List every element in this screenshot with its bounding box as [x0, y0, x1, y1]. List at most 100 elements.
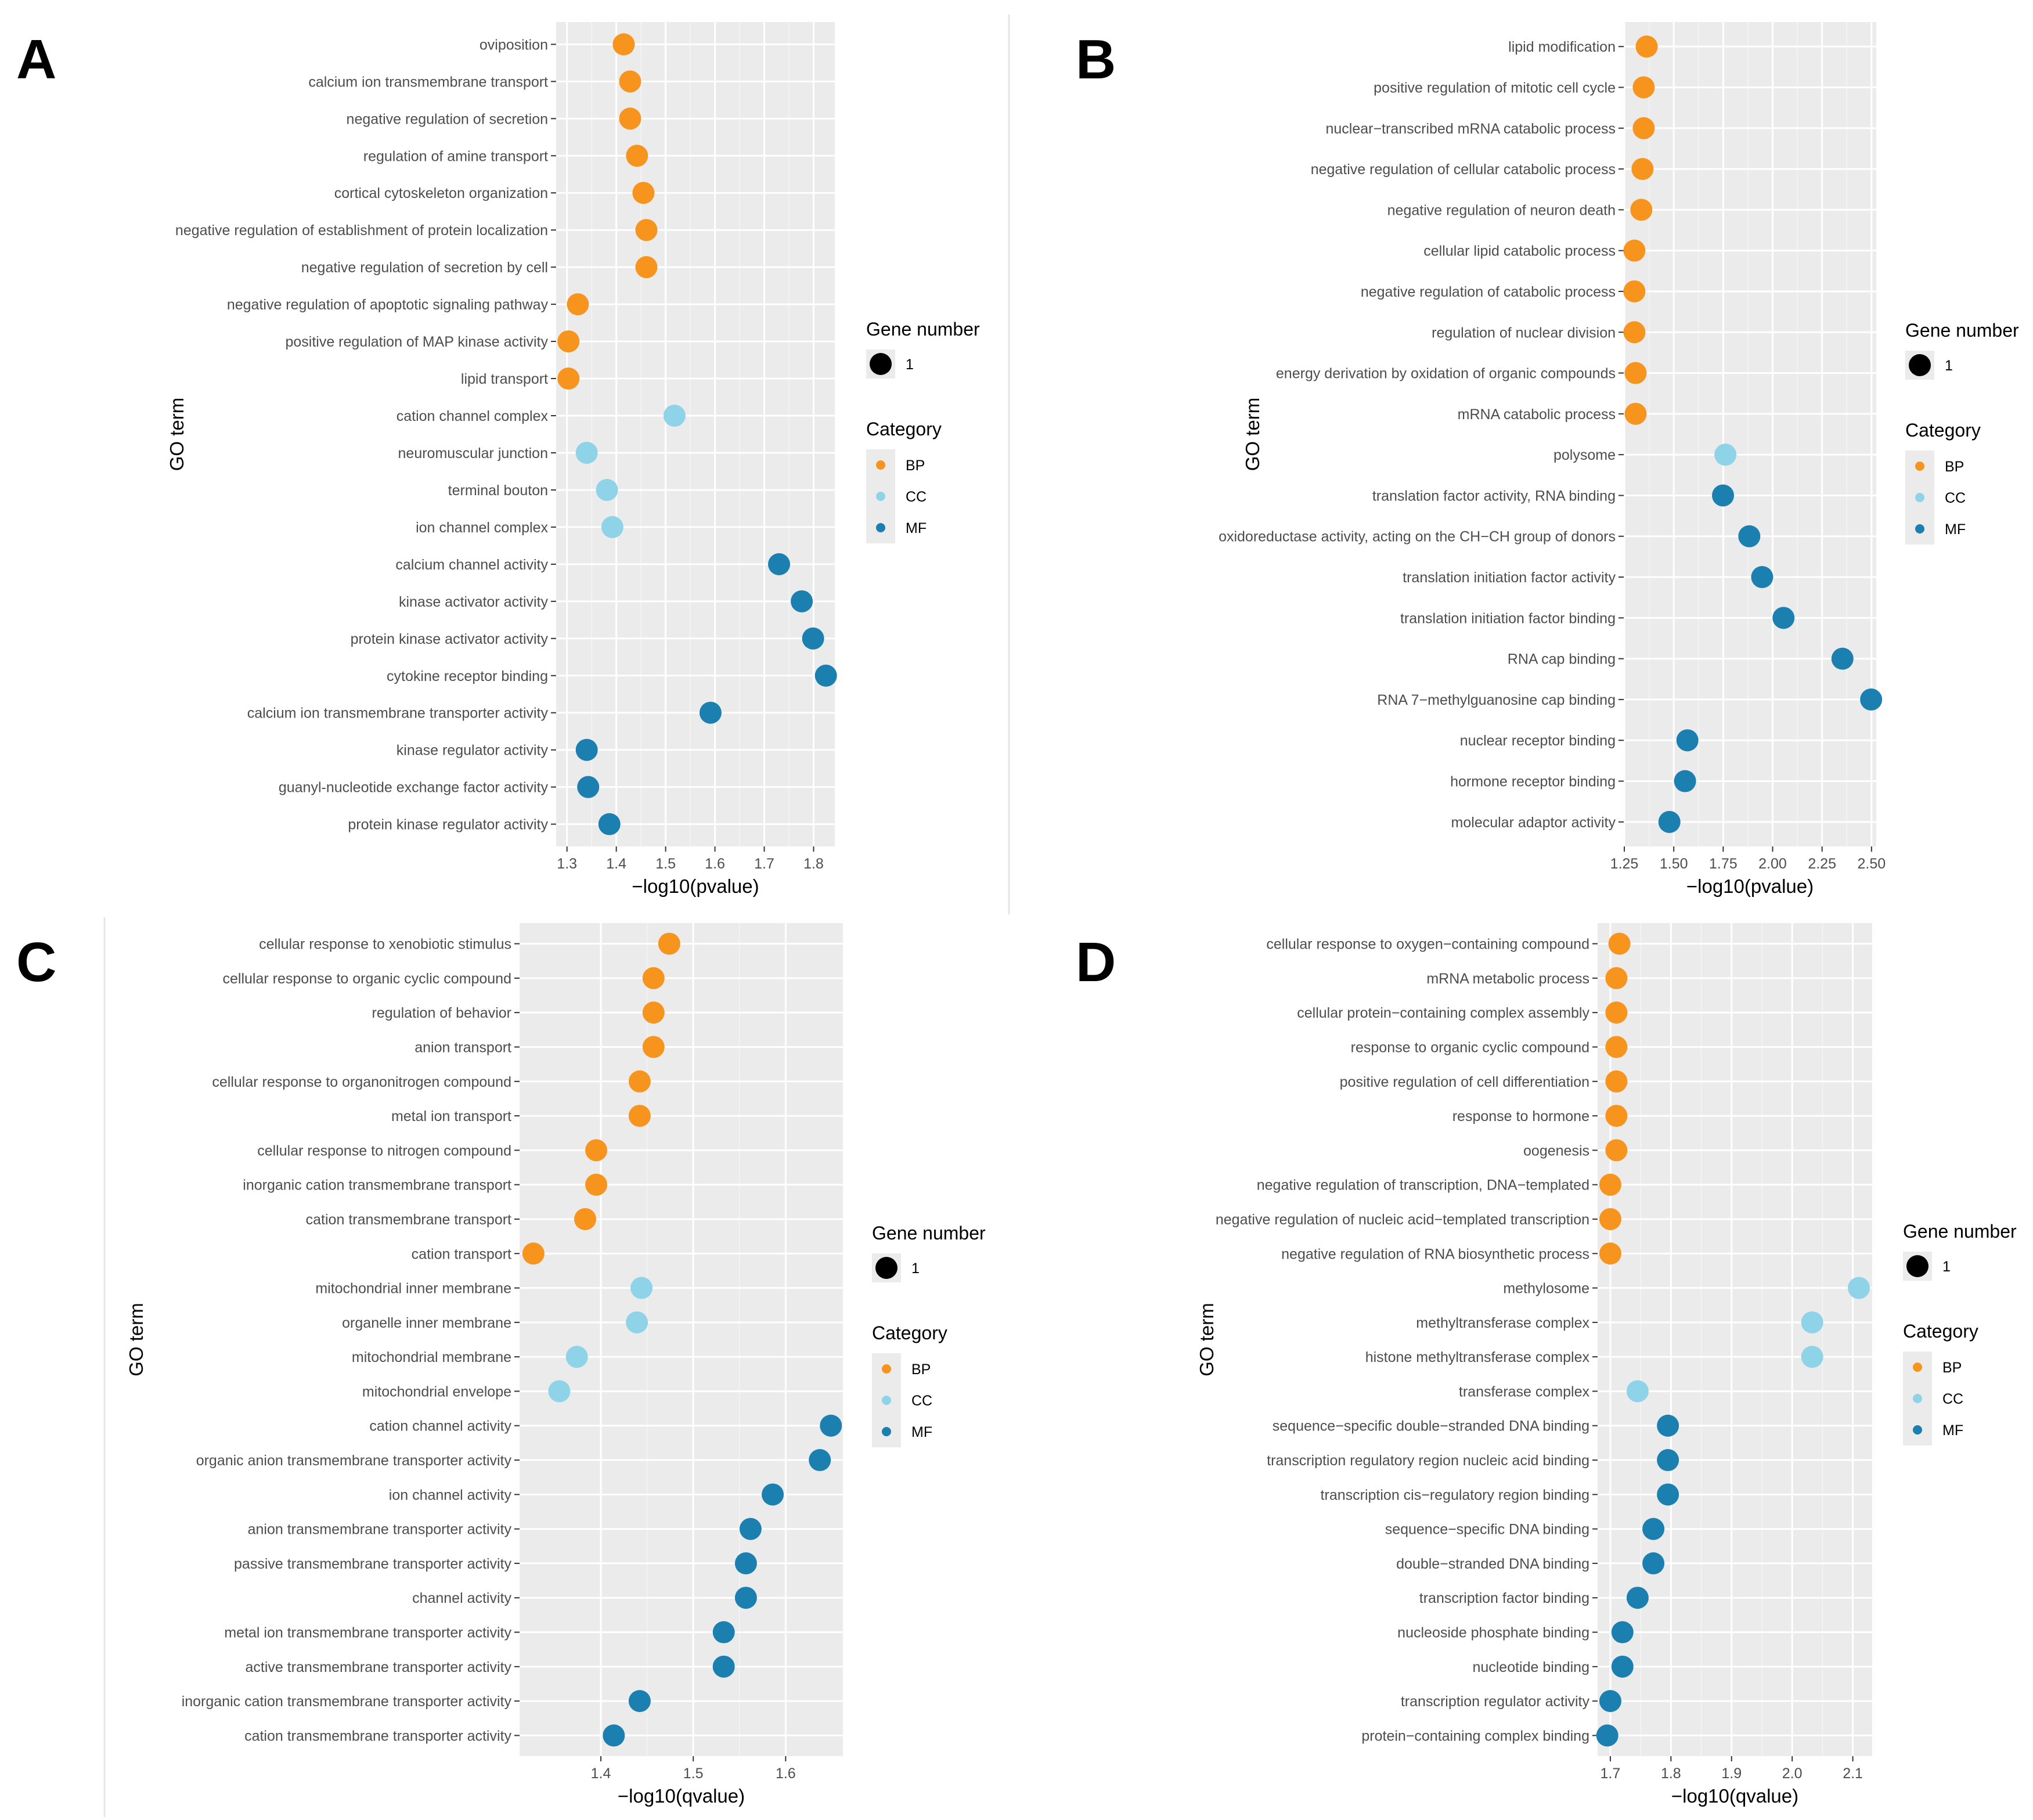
x-axis-title: −log10(qvalue) — [618, 1785, 745, 1807]
y-tick-label-inorganic-cation-transmembrane-transporter-activit: inorganic cation transmembrane transport… — [182, 1693, 512, 1710]
y-tick-label-sequence-specific-double-stranded-dna-binding: sequence−specific double−stranded DNA bi… — [1273, 1418, 1589, 1435]
y-tick-label-passive-transmembrane-transporter-activity: passive transmembrane transporter activi… — [234, 1556, 511, 1572]
y-tick-label-terminal-bouton: terminal bouton — [448, 482, 548, 499]
y-tick-label-lipid-modification: lipid modification — [1508, 39, 1616, 55]
point-ion-channel-activity — [762, 1483, 784, 1506]
y-tick-label-negative-regulation-of-transcription-dna-templated: negative regulation of transcription, DN… — [1257, 1177, 1589, 1194]
legend-category-title: Category — [872, 1322, 947, 1343]
y-tick-label-energy-derivation-by-oxidation-of-organic-compound: energy derivation by oxidation of organi… — [1276, 366, 1616, 382]
y-tick-label-anion-transmembrane-transporter-activity: anion transmembrane transporter activity — [248, 1522, 512, 1538]
point-negative-regulation-of-secretion-by-cell — [635, 256, 658, 279]
x-tick-label: 1.25 — [1610, 856, 1639, 872]
legend-size-title: Gene number — [872, 1223, 986, 1244]
point-metal-ion-transport — [628, 1105, 651, 1127]
point-oviposition — [612, 33, 635, 56]
point-negative-regulation-of-establishment-of-protein-lo — [635, 219, 658, 242]
point-nuclear-transcribed-mrna-catabolic-process — [1632, 117, 1655, 139]
legend-dot-mf — [876, 523, 885, 532]
y-tick-label-rna-cap-binding: RNA cap binding — [1508, 651, 1616, 668]
legend-label-cc: CC — [1945, 490, 1966, 506]
y-tick-label-hormone-receptor-binding: hormone receptor binding — [1450, 774, 1616, 790]
y-tick-label-positive-regulation-of-cell-differentiation: positive regulation of cell differentiat… — [1340, 1074, 1589, 1090]
point-regulation-of-behavior — [642, 1001, 665, 1024]
point-transcription-regulatory-region-nucleic-acid-bindi — [1657, 1449, 1679, 1472]
point-lipid-transport — [557, 367, 580, 390]
y-tick-label-metal-ion-transport: metal ion transport — [391, 1108, 511, 1125]
point-regulation-of-amine-transport — [626, 145, 648, 167]
point-cation-channel-activity — [820, 1414, 842, 1437]
point-kinase-activator-activity — [791, 590, 813, 612]
y-tick-label-negative-regulation-of-cellular-catabolic-process: negative regulation of cellular cataboli… — [1311, 161, 1616, 178]
y-tick-label-methyltransferase-complex: methyltransferase complex — [1416, 1315, 1589, 1331]
point-negative-regulation-of-cellular-catabolic-process — [1631, 158, 1654, 181]
point-protein-kinase-regulator-activity — [598, 813, 621, 835]
y-tick-label-calcium-ion-transmembrane-transport: calcium ion transmembrane transport — [308, 74, 548, 90]
y-tick-label-cellular-protein-containing-complex-assembly: cellular protein−containing complex asse… — [1297, 1005, 1589, 1021]
point-positive-regulation-of-map-kinase-activity — [557, 330, 580, 353]
y-tick-label-nuclear-receptor-binding: nuclear receptor binding — [1460, 733, 1616, 749]
x-axis-title: −log10(pvalue) — [632, 875, 759, 897]
y-tick-label-inorganic-cation-transmembrane-transport: inorganic cation transmembrane transport — [243, 1177, 511, 1194]
y-tick-label-transferase-complex: transferase complex — [1459, 1383, 1590, 1400]
x-tick-label: 2.50 — [1857, 856, 1886, 872]
y-tick-label-ion-channel-activity: ion channel activity — [389, 1487, 512, 1503]
point-transcription-regulator-activity — [1599, 1690, 1621, 1713]
x-tick-label: 1.5 — [655, 856, 676, 872]
point-negative-regulation-of-rna-biosynthetic-process — [1599, 1242, 1621, 1265]
x-tick-label: 2.0 — [1782, 1765, 1803, 1782]
y-tick-label-neuromuscular-junction: neuromuscular junction — [398, 445, 548, 462]
point-cellular-lipid-catabolic-process — [1623, 239, 1646, 262]
y-tick-label-calcium-channel-activity: calcium channel activity — [395, 557, 548, 573]
y-tick-label-histone-methyltransferase-complex: histone methyltransferase complex — [1365, 1349, 1590, 1365]
point-cellular-response-to-organonitrogen-compound — [628, 1070, 651, 1093]
point-cation-channel-complex — [663, 405, 686, 427]
y-tick-label-guanyl-nucleotide-exchange-factor-activity: guanyl-nucleotide exchange factor activi… — [279, 780, 549, 796]
point-response-to-hormone — [1605, 1105, 1628, 1127]
y-tick-label-negative-regulation-of-secretion: negative regulation of secretion — [347, 111, 548, 127]
y-tick-label-cytokine-receptor-binding: cytokine receptor binding — [387, 668, 548, 684]
y-tick-label-nucleotide-binding: nucleotide binding — [1472, 1659, 1589, 1675]
y-tick-label-anion-transport: anion transport — [414, 1039, 511, 1055]
y-tick-label-mitochondrial-membrane: mitochondrial membrane — [352, 1349, 511, 1365]
point-nucleoside-phosphate-binding — [1611, 1621, 1634, 1644]
legend-size-title: Gene number — [1903, 1221, 2017, 1242]
point-nuclear-receptor-binding — [1676, 729, 1699, 752]
legend-dot-bp — [882, 1364, 891, 1374]
y-tick-label-regulation-of-amine-transport: regulation of amine transport — [363, 148, 548, 164]
legend-size-label: 1 — [906, 356, 914, 373]
point-cortical-cytoskeleton-organization — [632, 182, 655, 204]
x-tick-label: 1.5 — [683, 1765, 704, 1782]
y-tick-label-oxidoreductase-activity-acting-on-the-ch-ch-group-: oxidoreductase activity, acting on the C… — [1219, 529, 1616, 545]
y-tick-label-channel-activity: channel activity — [412, 1590, 511, 1606]
y-tick-label-positive-regulation-of-map-kinase-activity: positive regulation of MAP kinase activi… — [285, 334, 548, 350]
x-tick-label: 1.8 — [1661, 1765, 1681, 1782]
y-tick-label-negative-regulation-of-catabolic-process: negative regulation of catabolic process — [1361, 284, 1616, 300]
point-cellular-response-to-xenobiotic-stimulus — [658, 932, 680, 955]
y-tick-label-translation-initiation-factor-binding: translation initiation factor binding — [1400, 610, 1616, 626]
point-cytokine-receptor-binding — [814, 664, 837, 687]
y-tick-label-metal-ion-transmembrane-transporter-activity: metal ion transmembrane transporter acti… — [224, 1625, 511, 1641]
point-energy-derivation-by-oxidation-of-organic-compound — [1624, 362, 1647, 384]
point-polysome — [1714, 444, 1737, 466]
point-positive-regulation-of-mitotic-cell-cycle — [1632, 76, 1655, 99]
plot-background — [1598, 923, 1872, 1756]
y-tick-label-ion-channel-complex: ion channel complex — [416, 520, 548, 536]
legend-size-title: Gene number — [866, 319, 980, 340]
legend-size-label: 1 — [911, 1260, 920, 1277]
y-tick-label-cellular-response-to-oxygen-containing-compound: cellular response to oxygen−containing c… — [1266, 936, 1589, 953]
point-cellular-response-to-oxygen-containing-compound — [1608, 932, 1631, 955]
point-anion-transport — [642, 1036, 665, 1058]
y-tick-label-organelle-inner-membrane: organelle inner membrane — [342, 1315, 511, 1331]
legend-label-cc: CC — [1942, 1391, 1963, 1407]
point-translation-initiation-factor-activity — [1751, 566, 1774, 589]
y-tick-label-response-to-organic-cyclic-compound: response to organic cyclic compound — [1351, 1039, 1589, 1055]
legend-size-dot — [1909, 354, 1931, 376]
point-oxidoreductase-activity-acting-on-the-ch-ch-group- — [1738, 525, 1761, 547]
point-lipid-modification — [1635, 35, 1658, 58]
y-tick-label-molecular-adaptor-activity: molecular adaptor activity — [1451, 815, 1616, 831]
legend-size-dot — [875, 1257, 897, 1279]
y-tick-label-cation-transmembrane-transporter-activity: cation transmembrane transporter activit… — [244, 1728, 511, 1744]
y-axis-title: GO term — [1196, 1303, 1217, 1376]
y-tick-label-negative-regulation-of-nucleic-acid-templated-tran: negative regulation of nucleic acid−temp… — [1216, 1212, 1589, 1228]
legend-dot-bp — [876, 460, 885, 470]
